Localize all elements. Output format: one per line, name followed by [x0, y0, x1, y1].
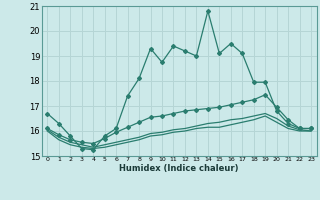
X-axis label: Humidex (Indice chaleur): Humidex (Indice chaleur): [119, 164, 239, 173]
